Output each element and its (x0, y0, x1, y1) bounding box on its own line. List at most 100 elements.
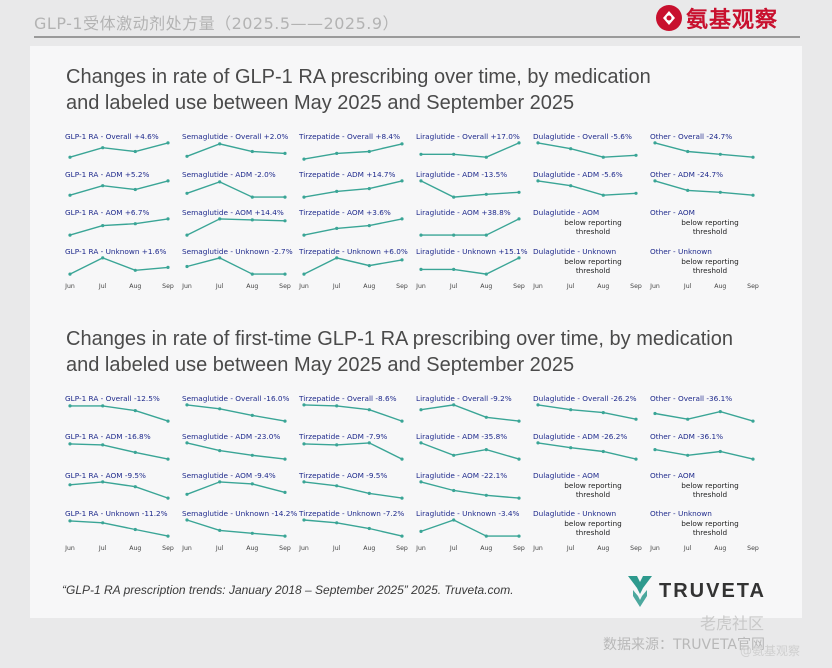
data-point (101, 404, 105, 408)
threshold-note-line1: below reporting (681, 257, 738, 266)
x-tick-label: Sep (747, 545, 759, 552)
panel-label: Semaglutide - Overall +2.0% (182, 132, 288, 141)
section2-title-line2: and labeled use between May 2025 and Sep… (66, 354, 575, 376)
panel-label: GLP-1 RA - Unknown -11.2% (65, 509, 168, 518)
data-point (536, 441, 540, 445)
x-tick-label: Jun (415, 545, 426, 552)
data-point (68, 233, 72, 237)
data-point (517, 217, 521, 221)
data-point (68, 193, 72, 197)
threshold-note-line2: threshold (576, 528, 610, 537)
panel-label: Liraglutide - AOM -22.1% (416, 471, 507, 480)
series-line (186, 404, 286, 422)
x-tick-label: Aug (480, 545, 492, 552)
panel-label: Semaglutide - ADM -23.0% (182, 432, 280, 441)
data-point (335, 151, 339, 155)
data-point (601, 449, 605, 454)
data-point (218, 449, 222, 453)
panel-label: Dulaglutide - ADM -5.6% (533, 170, 623, 179)
series-line (420, 519, 519, 537)
data-point (484, 534, 488, 538)
data-point (302, 157, 306, 161)
panel-label: Dulaglutide - Unknown (533, 509, 616, 518)
panel-label: Liraglutide - AOM +38.8% (416, 208, 511, 217)
panel-label: Dulaglutide - AOM (533, 208, 599, 217)
data-point (367, 526, 371, 531)
x-tick-label: Aug (597, 545, 609, 552)
data-point (517, 141, 521, 145)
data-point (185, 441, 189, 445)
x-tick-label: Jul (98, 283, 107, 290)
data-point (101, 256, 105, 260)
data-point (400, 179, 404, 183)
data-point (536, 141, 540, 145)
series-line (186, 218, 286, 236)
data-point (218, 407, 222, 411)
x-tick-label: Aug (363, 545, 375, 552)
data-point (452, 233, 456, 237)
brand-logo: 氨基观察 (656, 2, 778, 34)
series-line (537, 142, 637, 158)
series-line (69, 520, 169, 537)
series-line (303, 257, 403, 275)
data-point (634, 153, 638, 157)
data-point (367, 187, 371, 191)
threshold-note-line1: below reporting (681, 218, 738, 227)
data-point (367, 441, 371, 445)
data-point (484, 155, 488, 159)
x-tick-label: Jul (215, 545, 224, 552)
data-point (185, 518, 189, 522)
data-point (335, 443, 339, 447)
data-point (250, 482, 254, 486)
series-line (69, 443, 169, 460)
section1-title: Changes in rate of GLP-1 RA prescribing … (66, 64, 651, 116)
section1-title-line1: Changes in rate of GLP-1 RA prescribing … (66, 66, 651, 88)
x-tick-label: Sep (396, 545, 408, 552)
truveta-logo: TRUVETA (627, 574, 766, 608)
data-point (569, 408, 573, 412)
data-point (218, 528, 222, 533)
data-point (601, 411, 605, 415)
data-point (302, 480, 306, 484)
data-point (185, 233, 189, 237)
series-line (420, 481, 520, 499)
series-line (303, 180, 403, 198)
panel-label: Liraglutide - Unknown +15.1% (416, 247, 528, 256)
data-point (283, 195, 287, 199)
series-line (537, 442, 637, 460)
panel-label: Tirzepatide - Overall -8.6% (298, 394, 397, 403)
x-tick-label: Aug (714, 545, 726, 552)
x-tick-label: Jul (566, 545, 575, 552)
panel-label: Other - Unknown (650, 247, 712, 256)
data-point (68, 483, 72, 487)
data-point (686, 188, 690, 192)
logo-badge-icon (656, 5, 682, 31)
data-point (302, 233, 306, 237)
panel-label: Tirzepatide - AOM +3.6% (298, 208, 391, 217)
x-tick-label: Sep (279, 545, 291, 552)
series-line (654, 180, 754, 196)
data-point (367, 264, 371, 268)
series-line (654, 410, 754, 422)
data-point (166, 457, 170, 461)
data-point (419, 179, 423, 183)
data-point (400, 419, 404, 423)
series-line (303, 404, 403, 422)
data-point (484, 415, 488, 419)
series-line (537, 404, 637, 420)
panel-label: Other - AOM (650, 471, 695, 480)
data-point (419, 233, 423, 237)
data-point (601, 155, 605, 159)
x-tick-label: Sep (162, 283, 174, 290)
panel-label: Semaglutide - Unknown -14.2% (182, 509, 297, 518)
data-point (751, 419, 755, 423)
threshold-note-line1: below reporting (564, 257, 621, 266)
data-point (400, 142, 404, 146)
series-line (70, 405, 169, 422)
x-tick-label: Jul (449, 283, 458, 290)
series-line (303, 143, 403, 160)
data-point (367, 408, 371, 412)
data-point (517, 190, 521, 194)
threshold-note-line2: threshold (693, 528, 727, 537)
x-tick-label: Aug (363, 283, 375, 290)
